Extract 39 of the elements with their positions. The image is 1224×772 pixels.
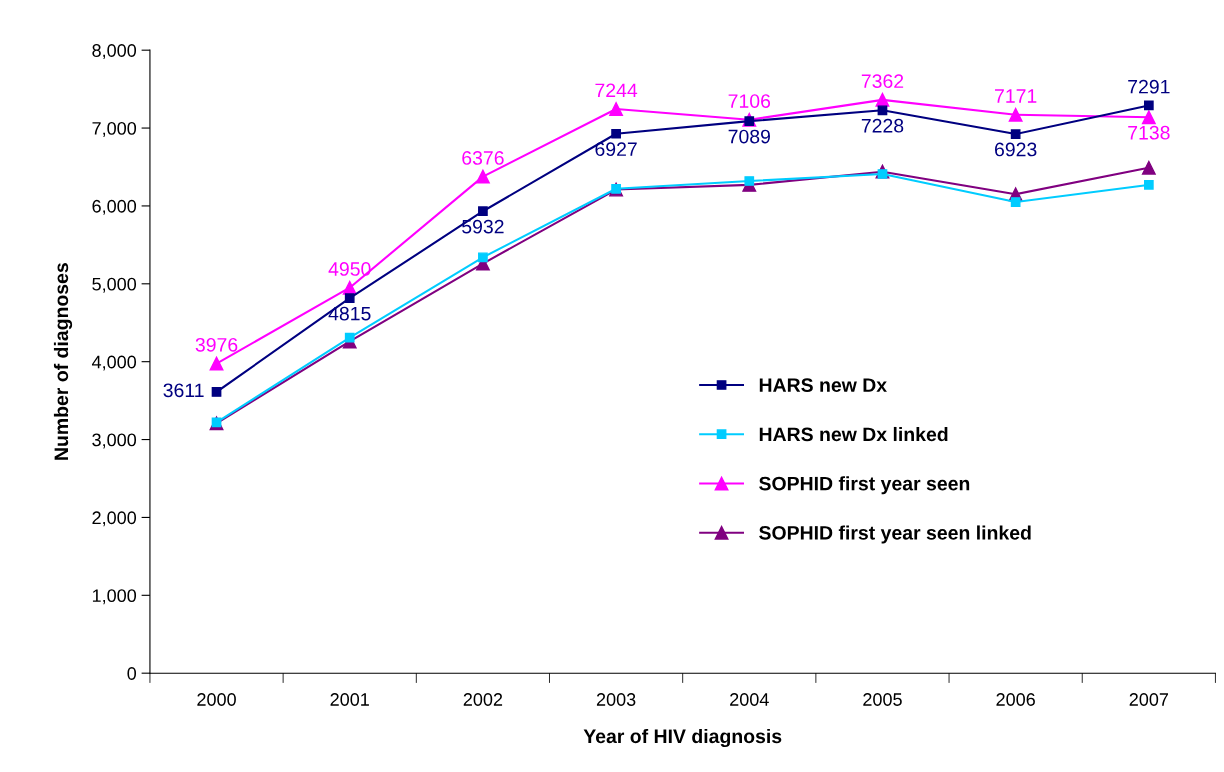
data-label: 4815 (328, 306, 371, 321)
y-axis-title: Number of diagnoses (53, 263, 73, 460)
data-label: 6927 (595, 142, 637, 157)
data-label: 6923 (995, 142, 1037, 157)
data-label: 6376 (462, 151, 504, 165)
data-label: 3611 (163, 383, 204, 398)
x-tick-label: 2001 (330, 693, 369, 706)
data-label: 5932 (462, 219, 504, 234)
x-tick-label: 2006 (996, 693, 1035, 706)
data-label: 4950 (328, 262, 371, 276)
y-tick-label: 6,000 (92, 199, 137, 215)
x-tick-label: 2003 (596, 693, 636, 706)
y-tick-label: 2,000 (92, 511, 137, 527)
data-label: 7291 (1128, 79, 1170, 94)
x-axis-title: Year of HIV diagnosis (583, 728, 782, 748)
y-tick-label: 1,000 (92, 589, 137, 605)
legend-label: HARS new Dx linked (759, 426, 948, 442)
y-tick-label: 4,000 (91, 355, 137, 371)
data-label: 7171 (995, 89, 1037, 103)
data-label: 7138 (1128, 125, 1170, 140)
legend-label: HARS new Dx (759, 378, 887, 392)
y-tick-label: 3,000 (92, 433, 137, 449)
data-label: 7244 (595, 83, 638, 98)
x-tick-label: 2004 (730, 693, 769, 706)
x-tick-label: 2000 (197, 693, 236, 706)
y-tick-label: 0 (127, 667, 137, 680)
data-label: 7089 (728, 129, 770, 144)
x-tick-label: 2002 (463, 693, 503, 706)
y-tick-label: 7,000 (92, 121, 137, 137)
data-label: 7362 (861, 74, 904, 89)
data-label: 7228 (861, 118, 904, 133)
legend-label: SOPHID first year seen linked (759, 525, 1031, 544)
legend-label: SOPHID first year seen (759, 476, 970, 495)
data-label: 3976 (195, 337, 238, 352)
data-label: 7106 (728, 94, 771, 108)
x-tick-label: 2007 (1129, 693, 1169, 706)
y-tick-label: 8,000 (92, 44, 137, 60)
x-tick-label: 2005 (863, 693, 902, 706)
y-tick-label: 5,000 (92, 277, 137, 293)
